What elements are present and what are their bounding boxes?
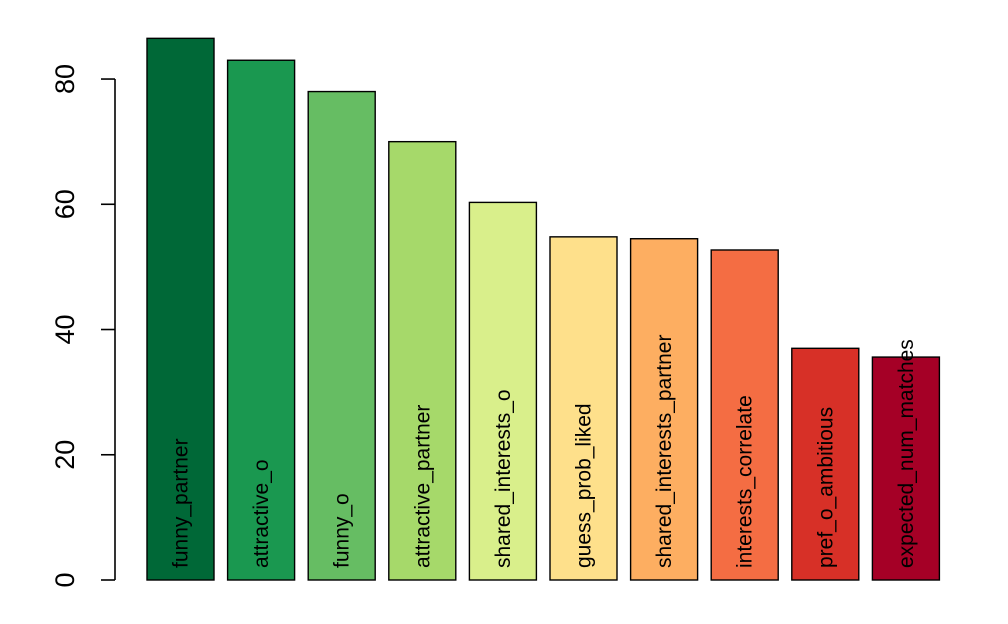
bar-shared-interests-o [468, 201, 538, 581]
bar-label: shared_interests_partner [653, 335, 676, 568]
bar-pref-o-ambitious [791, 347, 860, 581]
y-tick-label: 0 [50, 572, 80, 587]
bar-label: funny_partner [170, 438, 193, 568]
y-tick-label: 80 [50, 64, 80, 94]
bar-interests-correlate [710, 249, 779, 581]
bar-attractive-o [226, 59, 296, 581]
y-tick-label: 20 [50, 440, 80, 470]
bar-label: guess_prob_liked [573, 403, 596, 568]
bar-expected-num-matches [871, 356, 941, 581]
y-axis: 0 20 40 60 80 [50, 64, 116, 588]
bars [146, 37, 941, 581]
y-tick-label: 40 [50, 314, 80, 344]
bar-shared-interests-partner [629, 238, 699, 581]
bar-guess-prob-liked [549, 236, 618, 581]
bar-label: interests_correlate [734, 395, 757, 568]
bar-labels: funny_partner attractive_o funny_o attracti… [170, 335, 918, 568]
bar-funny-o [307, 90, 376, 581]
bar-label: shared_interests_o [492, 389, 515, 568]
bar-attractive-partner [388, 140, 457, 581]
bar-funny-partner [146, 37, 215, 581]
bar-label: attractive_o [250, 459, 273, 568]
bar-label: expected_num_matches [895, 339, 918, 568]
bar-label: attractive_partner [411, 405, 434, 568]
bar-label: funny_o [331, 493, 354, 568]
y-tick-label: 60 [50, 189, 80, 219]
bar-label: pref_o_ambitious [814, 407, 837, 568]
